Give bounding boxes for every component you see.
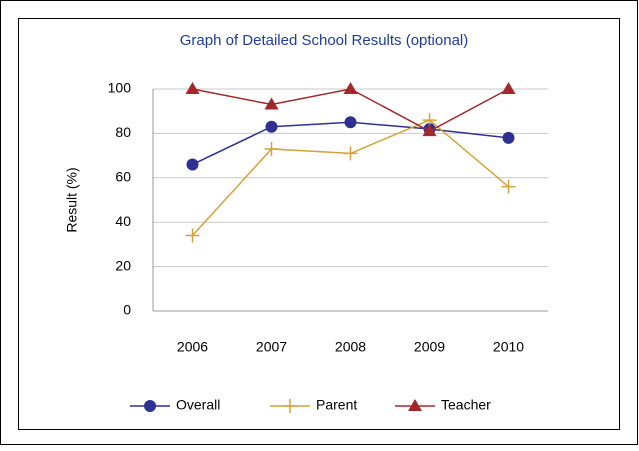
x-tick-label: 2009 <box>414 339 445 355</box>
data-point <box>265 120 278 133</box>
x-tick-label: 2010 <box>493 339 524 355</box>
legend-label: Parent <box>316 397 357 413</box>
data-point <box>264 97 279 110</box>
y-axis-label: Result (%) <box>64 167 80 232</box>
chart-border <box>18 18 620 430</box>
x-tick-label: 2008 <box>335 339 366 355</box>
data-point <box>501 179 516 194</box>
chart-title: Graph of Detailed School Results (option… <box>180 32 469 49</box>
data-point <box>344 116 357 129</box>
x-tick-label: 2007 <box>256 339 287 355</box>
legend-marker <box>144 400 156 412</box>
legend-label: Teacher <box>441 397 491 413</box>
data-point <box>264 141 279 156</box>
data-point <box>501 82 516 94</box>
x-tick-label: 2006 <box>177 339 208 355</box>
y-tick-label: 60 <box>115 169 131 185</box>
legend-marker <box>283 399 297 413</box>
data-point <box>185 82 200 94</box>
data-point <box>502 131 515 144</box>
data-point <box>343 146 358 161</box>
y-tick-label: 100 <box>108 80 132 96</box>
y-tick-label: 0 <box>123 302 131 318</box>
y-tick-label: 20 <box>115 257 131 273</box>
y-tick-label: 40 <box>115 213 131 229</box>
legend-marker <box>408 399 422 411</box>
data-point <box>186 158 199 171</box>
data-point <box>185 228 200 243</box>
data-point <box>343 82 358 94</box>
y-tick-label: 80 <box>115 124 131 140</box>
legend-label: Overall <box>176 397 220 413</box>
data-point <box>422 124 437 137</box>
